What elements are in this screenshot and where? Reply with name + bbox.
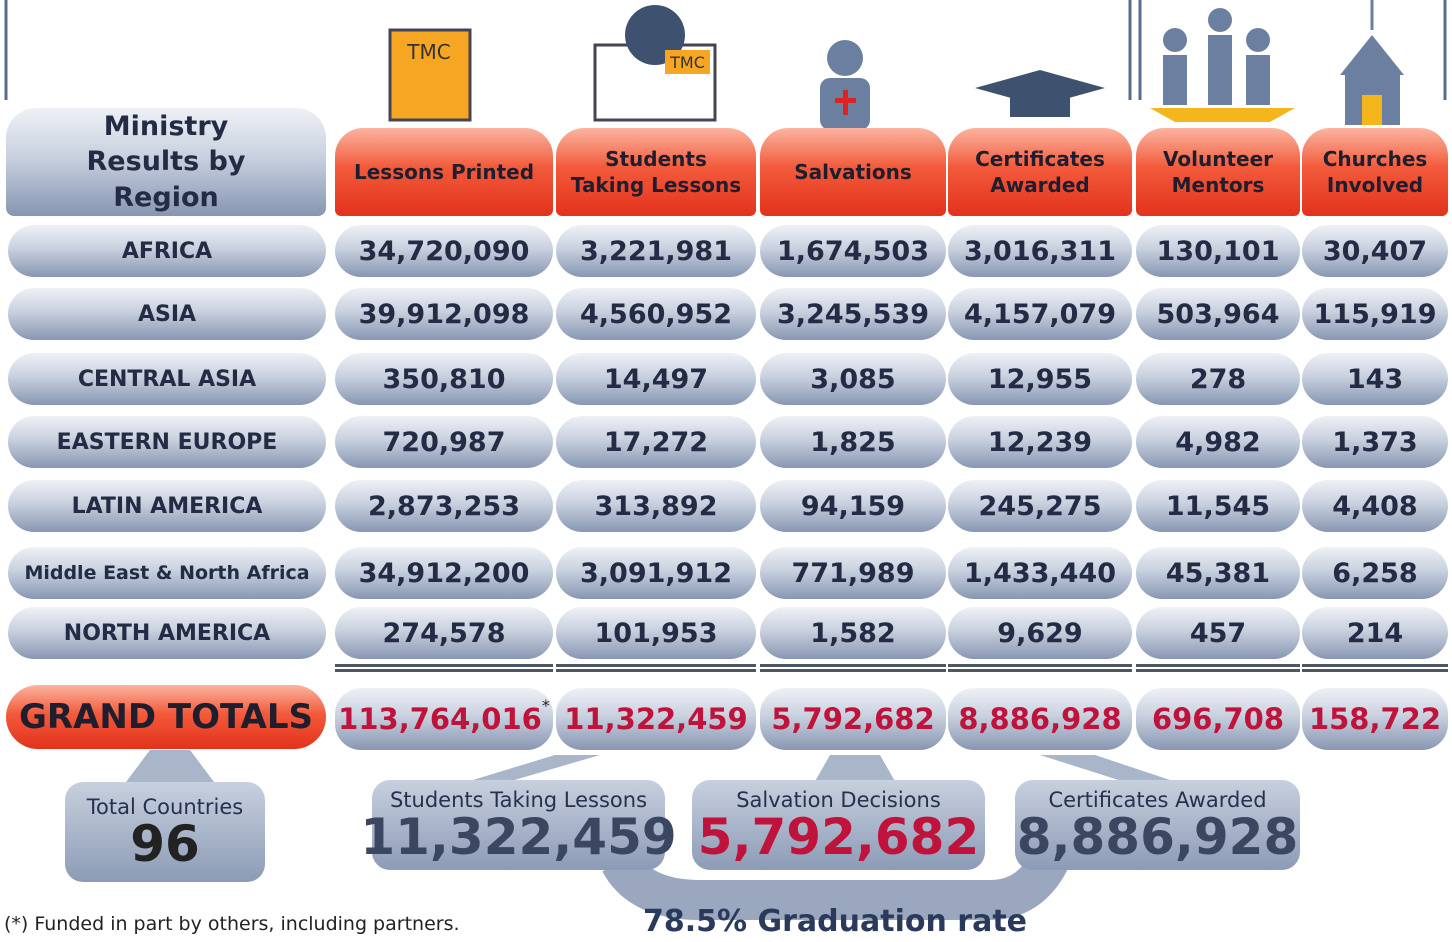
divider <box>760 664 946 672</box>
table-cell: 274,578 <box>335 607 553 659</box>
graduation-rate: 78.5% Graduation rate <box>640 900 1030 942</box>
table-cell: 94,159 <box>760 480 946 532</box>
table-cell: 1,825 <box>760 416 946 468</box>
summary-value: 96 <box>130 819 200 869</box>
total-cell: 113,764,016* <box>335 688 553 750</box>
total-value: 11,322,459 <box>564 702 747 736</box>
total-cell: 8,886,928 <box>948 688 1132 750</box>
table-cell: 101,953 <box>556 607 756 659</box>
table-cell: 12,239 <box>948 416 1132 468</box>
summary-value: 8,886,928 <box>1017 812 1299 862</box>
table-cell: 245,275 <box>948 480 1132 532</box>
divider <box>1136 664 1300 672</box>
divider <box>556 664 756 672</box>
total-cell: 158,722 <box>1302 688 1448 750</box>
total-value: 696,708 <box>1152 702 1284 736</box>
infographic: TMC TMC Ministry Results by Region (*) F… <box>0 0 1452 942</box>
footnote: (*) Funded in part by others, including … <box>0 905 540 942</box>
table-cell: 4,157,079 <box>948 288 1132 340</box>
table-title: Ministry Results by Region <box>6 108 326 216</box>
table-cell: 34,912,200 <box>335 547 553 599</box>
table-cell: 503,964 <box>1136 288 1300 340</box>
column-header: Churches Involved <box>1302 128 1448 216</box>
divider <box>1302 664 1448 672</box>
region-label: Middle East & North Africa <box>8 547 326 599</box>
table-cell: 12,955 <box>948 353 1132 405</box>
table-cell: 11,545 <box>1136 480 1300 532</box>
totals-label: GRAND TOTALS <box>6 685 326 749</box>
footnote-mark: * <box>542 696 550 715</box>
table-cell: 45,381 <box>1136 547 1300 599</box>
table-cell: 39,912,098 <box>335 288 553 340</box>
column-header: Lessons Printed <box>335 128 553 216</box>
region-label: NORTH AMERICA <box>8 607 326 659</box>
column-header: Salvations <box>760 128 946 216</box>
icon-label: TMC <box>398 38 460 66</box>
region-label: LATIN AMERICA <box>8 480 326 532</box>
region-label: CENTRAL ASIA <box>8 353 326 405</box>
summary-value: 11,322,459 <box>360 812 676 862</box>
table-cell: 14,497 <box>556 353 756 405</box>
table-cell: 30,407 <box>1302 225 1448 277</box>
table-cell: 2,873,253 <box>335 480 553 532</box>
table-cell: 771,989 <box>760 547 946 599</box>
table-cell: 457 <box>1136 607 1300 659</box>
column-header: Students Taking Lessons <box>556 128 756 216</box>
table-cell: 313,892 <box>556 480 756 532</box>
table-cell: 278 <box>1136 353 1300 405</box>
table-cell: 9,629 <box>948 607 1132 659</box>
table-cell: 1,433,440 <box>948 547 1132 599</box>
column-header: Certificates Awarded <box>948 128 1132 216</box>
total-cell: 696,708 <box>1136 688 1300 750</box>
icon-label: TMC <box>665 50 710 74</box>
table-cell: 4,408 <box>1302 480 1448 532</box>
table-cell: 3,091,912 <box>556 547 756 599</box>
table-cell: 4,560,952 <box>556 288 756 340</box>
table-cell: 4,982 <box>1136 416 1300 468</box>
table-cell: 1,582 <box>760 607 946 659</box>
table-cell: 3,221,981 <box>556 225 756 277</box>
table-cell: 3,085 <box>760 353 946 405</box>
total-cell: 11,322,459 <box>556 688 756 750</box>
table-cell: 143 <box>1302 353 1448 405</box>
table-cell: 3,245,539 <box>760 288 946 340</box>
region-label: ASIA <box>8 288 326 340</box>
table-cell: 34,720,090 <box>335 225 553 277</box>
divider <box>335 664 553 672</box>
total-cell: 5,792,682 <box>760 688 946 750</box>
table-cell: 1,373 <box>1302 416 1448 468</box>
divider <box>948 664 1132 672</box>
total-value: 8,886,928 <box>958 702 1121 736</box>
table-cell: 115,919 <box>1302 288 1448 340</box>
region-label: AFRICA <box>8 225 326 277</box>
column-header: Volunteer Mentors <box>1136 128 1300 216</box>
summary-value: 5,792,682 <box>698 812 980 862</box>
total-value: 158,722 <box>1309 702 1441 736</box>
region-label: EASTERN EUROPE <box>8 416 326 468</box>
table-cell: 17,272 <box>556 416 756 468</box>
table-cell: 1,674,503 <box>760 225 946 277</box>
table-cell: 3,016,311 <box>948 225 1132 277</box>
table-cell: 130,101 <box>1136 225 1300 277</box>
table-cell: 6,258 <box>1302 547 1448 599</box>
table-cell: 720,987 <box>335 416 553 468</box>
total-value: 113,764,016 <box>338 702 542 736</box>
table-cell: 350,810 <box>335 353 553 405</box>
table-cell: 214 <box>1302 607 1448 659</box>
total-value: 5,792,682 <box>771 702 934 736</box>
